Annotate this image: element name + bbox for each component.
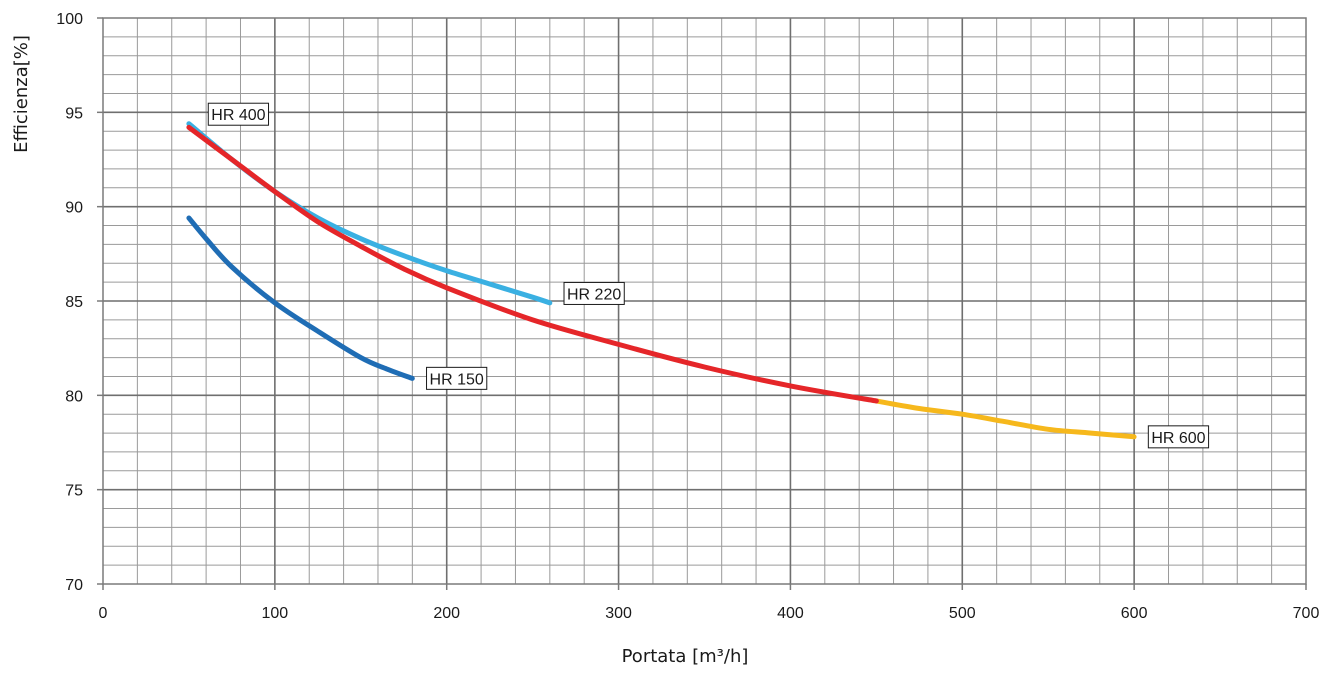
- label-frame: [207, 102, 270, 126]
- y-tick-label: 80: [65, 388, 83, 405]
- y-axis-ticks: 70 75 80 85 90 95 100: [56, 11, 103, 594]
- label-frame: [1147, 425, 1210, 449]
- series-labels: HR 400 HR 220 HR 150 HR 600: [207, 102, 1210, 449]
- x-tick-label: 600: [1121, 605, 1148, 622]
- x-tick-label: 100: [262, 605, 289, 622]
- series-label-text: HR 150: [430, 371, 484, 388]
- series-label-box: HR 150: [426, 366, 488, 390]
- series-label-text: HR 600: [1151, 430, 1205, 447]
- major-grid: [103, 18, 1306, 584]
- y-tick-label: 70: [65, 577, 83, 594]
- series-label-text: HR 400: [211, 107, 265, 124]
- x-tick-label: 700: [1293, 605, 1320, 622]
- label-frame: [563, 281, 625, 305]
- label-frame: [426, 366, 488, 390]
- series-label-text: HR 220: [567, 286, 621, 303]
- series-label-box: HR 600: [1147, 425, 1210, 449]
- x-tick-label: 200: [433, 605, 460, 622]
- series-line-hr-400: [186, 124, 879, 404]
- series-line-hr-150: [186, 215, 415, 381]
- y-tick-label: 85: [65, 294, 83, 311]
- series-line-hr-600: [873, 398, 1137, 440]
- y-tick-label: 75: [65, 483, 83, 500]
- series-lines: [186, 121, 1137, 440]
- x-axis-ticks: 0 100 200 300 400 500 600 700: [99, 584, 1320, 622]
- series-label-box: HR 220: [563, 281, 625, 305]
- y-tick-label: 100: [56, 11, 83, 28]
- series-label-box: HR 400: [207, 102, 270, 126]
- x-tick-label: 400: [777, 605, 804, 622]
- y-tick-label: 90: [65, 200, 83, 217]
- x-tick-label: 500: [949, 605, 976, 622]
- x-tick-label: 300: [605, 605, 632, 622]
- x-axis-title: Portata [m³/h]: [622, 646, 749, 667]
- y-axis-title: Efficienza[%]: [11, 35, 32, 153]
- x-tick-label: 0: [99, 605, 108, 622]
- y-tick-label: 95: [65, 105, 83, 122]
